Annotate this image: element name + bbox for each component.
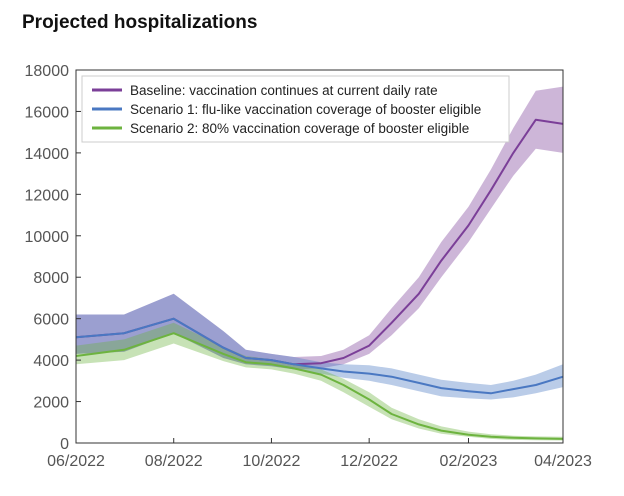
y-tick-label: 2000	[33, 395, 69, 412]
legend: Baseline: vaccination continues at curre…	[81, 75, 510, 143]
legend-label-baseline: Baseline: vaccination continues at curre…	[130, 83, 438, 98]
scenario1-line	[75, 317, 564, 395]
y-tick-label: 12000	[25, 187, 70, 204]
x-tick-label: 02/2023	[440, 453, 498, 470]
scenario1-confidence-band	[76, 293, 563, 400]
legend-label-scenario2: Scenario 2: 80% vaccination coverage of …	[130, 121, 469, 136]
y-tick-label: 10000	[25, 229, 70, 246]
y-tick-label: 4000	[33, 353, 69, 370]
scenario2-line	[75, 332, 564, 440]
x-tick-label: 10/2022	[243, 453, 301, 470]
plot-frame	[75, 69, 564, 444]
x-tick-label: 04/2023	[534, 453, 592, 470]
x-tick-label: 12/2022	[340, 453, 398, 470]
y-tick-label: 0	[60, 436, 69, 453]
x-tick-label: 08/2022	[145, 453, 203, 470]
chart-title: Projected hospitalizations	[22, 12, 258, 33]
y-tick-label: 18000	[25, 63, 70, 80]
y-tick-label: 8000	[33, 270, 69, 287]
x-tick-label: 06/2022	[47, 453, 105, 470]
legend-box	[81, 75, 510, 143]
y-tick-label: 6000	[33, 312, 69, 329]
y-tick-label: 16000	[25, 104, 70, 121]
legend-label-scenario1: Scenario 1: flu-like vaccination coverag…	[130, 102, 481, 117]
y-tick-label: 14000	[25, 146, 70, 163]
